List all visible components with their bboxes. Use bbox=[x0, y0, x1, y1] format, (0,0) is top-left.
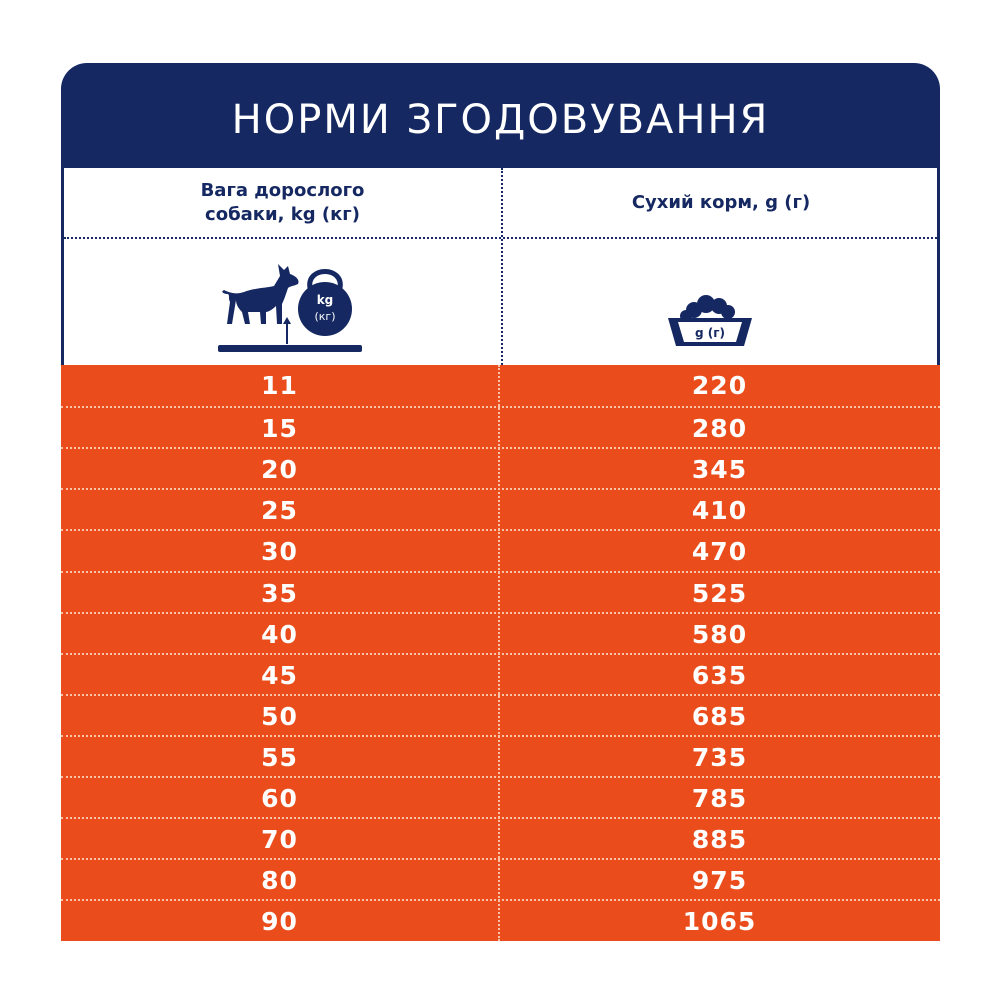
weight-cell: 55 bbox=[261, 742, 298, 772]
weight-cell: 60 bbox=[261, 784, 298, 813]
food-cell: 685 bbox=[691, 701, 748, 731]
page-title: НОРМИ ЗГОДОВУВАННЯ bbox=[231, 96, 770, 143]
food-cell: 635 bbox=[691, 660, 748, 690]
food-cell: 785 bbox=[691, 784, 748, 813]
table-row: 50 685 bbox=[61, 693, 940, 737]
header-divider bbox=[64, 237, 937, 239]
bowl-unit: g (г) bbox=[695, 326, 725, 340]
weight-cell: 35 bbox=[261, 578, 298, 608]
column-header-weight: Вага дорослого собаки, kg (кг) bbox=[64, 168, 501, 237]
food-cell: 345 bbox=[691, 455, 748, 485]
table-row: 45 635 bbox=[61, 652, 940, 696]
dog-kettlebell-icon: kg (кг) bbox=[218, 264, 362, 352]
weight-cell: 80 bbox=[261, 866, 298, 896]
food-cell: 580 bbox=[691, 619, 748, 649]
food-cell: 220 bbox=[691, 371, 748, 400]
weight-cell: 90 bbox=[261, 907, 298, 937]
table-row: 90 1065 bbox=[61, 899, 940, 942]
table-body: 11 220 15 280 20 345 25 410 30 470 35 525 40 580 45 635… bbox=[61, 365, 940, 941]
food-cell: 735 bbox=[691, 742, 748, 772]
table-row: 25 410 bbox=[61, 488, 940, 531]
column-header-weight-line2: собаки, kg (кг) bbox=[205, 203, 360, 225]
feeding-table: НОРМИ ЗГОДОВУВАННЯ Вага дорослого собаки… bbox=[61, 63, 940, 941]
table-row: 40 580 bbox=[61, 611, 940, 655]
food-bowl-icon: g (г) bbox=[668, 295, 752, 346]
column-header-food-label: Сухий корм, g (г) bbox=[631, 191, 811, 213]
table-row: 30 470 bbox=[61, 529, 940, 572]
weight-cell: 30 bbox=[261, 537, 298, 567]
weight-cell: 20 bbox=[261, 455, 298, 485]
column-header-weight-line1: Вага дорослого bbox=[200, 179, 365, 201]
table-row: 55 735 bbox=[61, 734, 940, 778]
table-row: 15 280 bbox=[61, 406, 940, 449]
weight-cell: 50 bbox=[261, 701, 298, 731]
weight-cell: 15 bbox=[261, 414, 298, 444]
table-row: 11 220 bbox=[61, 365, 940, 406]
weight-cell: 11 bbox=[261, 371, 298, 400]
food-cell: 280 bbox=[691, 414, 748, 444]
food-cell: 975 bbox=[691, 866, 748, 896]
kettlebell-unit-kg: kg bbox=[317, 293, 334, 307]
table-row: 80 975 bbox=[61, 858, 940, 901]
table-row: 70 885 bbox=[61, 817, 940, 860]
food-cell: 470 bbox=[691, 537, 748, 567]
column-header-food: Сухий корм, g (г) bbox=[502, 168, 940, 237]
food-cell: 525 bbox=[691, 578, 748, 608]
table-header: НОРМИ ЗГОДОВУВАННЯ bbox=[61, 63, 940, 168]
table-row: 20 345 bbox=[61, 447, 940, 490]
kettlebell-unit-kg-ua: (кг) bbox=[314, 310, 335, 323]
food-cell: 410 bbox=[691, 496, 748, 526]
food-cell: 885 bbox=[691, 825, 748, 855]
food-cell: 1065 bbox=[682, 907, 757, 937]
table-row: 35 525 bbox=[61, 570, 940, 614]
weight-cell: 25 bbox=[261, 496, 298, 526]
table-row: 60 785 bbox=[61, 776, 940, 819]
column-divider bbox=[501, 168, 503, 428]
weight-cell: 45 bbox=[261, 660, 298, 690]
weight-cell: 70 bbox=[261, 825, 298, 855]
weight-cell: 40 bbox=[261, 619, 298, 649]
